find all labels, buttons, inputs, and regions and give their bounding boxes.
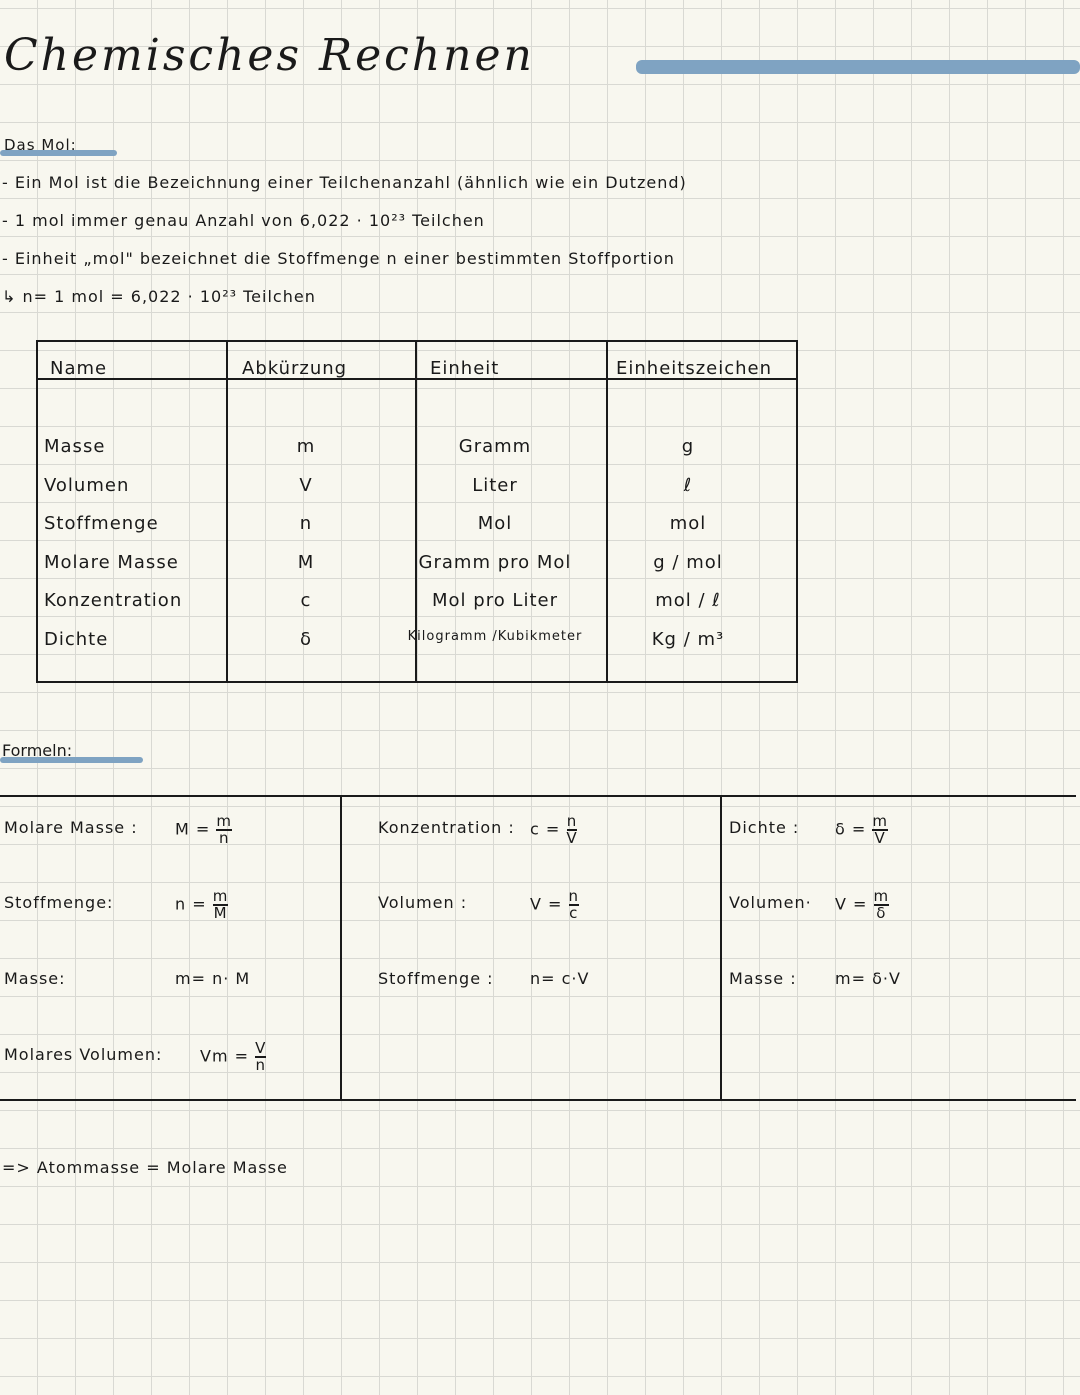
table-cell: ℓ [683,474,693,496]
conclusion: => Atommasse = Molare Masse [2,1158,288,1177]
table-cell: M [297,551,315,573]
table-cell: Masse [44,436,106,457]
table-cell: c [300,590,312,611]
table-cell: Liter [472,474,518,496]
numerator: m [872,812,888,831]
numerator: m [212,887,229,906]
formula-lhs: n = [175,894,207,914]
mol-line: - 1 mol immer genau Anzahl von 6,022 · 1… [2,211,485,230]
denominator: M [213,904,228,922]
formula-label: Masse: [4,969,66,988]
formula-label: Volumen : [378,893,468,912]
formula-label: Molares Volumen: [4,1045,163,1064]
table-cell: Kilogramm /Kubikmeter [407,628,583,644]
denominator: n [218,829,230,847]
table-cell: δ [299,628,313,650]
title-underline [636,60,1080,74]
formula-lhs: Vm = [200,1046,250,1066]
heading-underline [0,150,117,156]
denominator: V [874,829,886,847]
table-cell: n [299,513,313,534]
numerator: V [255,1039,267,1058]
table-cell: Mol pro Liter [432,590,558,611]
numerator: m [873,887,890,906]
table-header: Name [50,358,108,379]
table-header: Einheit [430,358,500,379]
table-header: Einheitszeichen [616,358,773,379]
heading-underline [0,757,143,763]
numerator: n [566,812,578,831]
table-cell: Gramm pro Mol [418,551,572,573]
table-cell: Mol [477,513,513,534]
formulas-heading: Formeln: [2,741,73,760]
formula-lhs: m= δ·V [835,969,901,988]
formula-label: Molare Masse : [4,818,138,837]
table-cell: Molare Masse [44,551,179,573]
formula-lhs: M = [175,819,211,839]
formula-label: Volumen· [729,893,812,912]
mol-heading: Das Mol: [4,136,77,154]
formula: m= δ·V [835,969,901,988]
formula-label: Stoffmenge : [378,969,494,988]
table-cell: Konzentration [44,590,183,611]
mol-line: - Einheit „mol" bezeichnet die Stoffmeng… [2,249,675,268]
formula-label: Dichte : [729,818,800,837]
page-title: Chemisches Rechnen [4,30,535,81]
formula: n= c·V [530,969,589,988]
formula-label: Masse : [729,969,797,988]
denominator: δ [876,904,887,922]
formula-lhs: V = [530,894,563,914]
formula-label: Stoffmenge: [4,893,114,912]
table-cell: mol [669,513,707,534]
table-cell: g [681,436,695,457]
numerator: n [568,887,580,906]
formula-label: Konzentration : [378,818,515,837]
table-cell: Stoffmenge [44,513,159,534]
denominator: V [566,829,578,847]
table-cell: V [299,474,313,496]
table-cell: mol / ℓ [655,590,721,611]
table-header: Abkürzung [242,358,348,379]
formula-lhs: n= c·V [530,969,590,988]
denominator: c [569,904,579,922]
mol-line: ↳ n= 1 mol = 6,022 · 10²³ Teilchen [2,287,316,306]
formula-lhs: c = [530,819,561,839]
formula-lhs: m= n· M [175,969,251,988]
table-cell: Kg / m³ [651,628,725,650]
denominator: n [255,1056,267,1074]
table-cell: Gramm [458,436,532,457]
table-cell: Dichte [44,628,109,650]
formula-lhs: V = [835,894,868,914]
table-cell: Volumen [44,474,130,496]
formula: m= n· M [175,969,250,988]
table-cell: m [296,436,316,457]
numerator: m [216,812,233,831]
mol-line: - Ein Mol ist die Bezeichnung einer Teil… [2,173,687,192]
table-cell: g / mol [653,551,723,573]
formula-lhs: δ = [835,819,867,839]
